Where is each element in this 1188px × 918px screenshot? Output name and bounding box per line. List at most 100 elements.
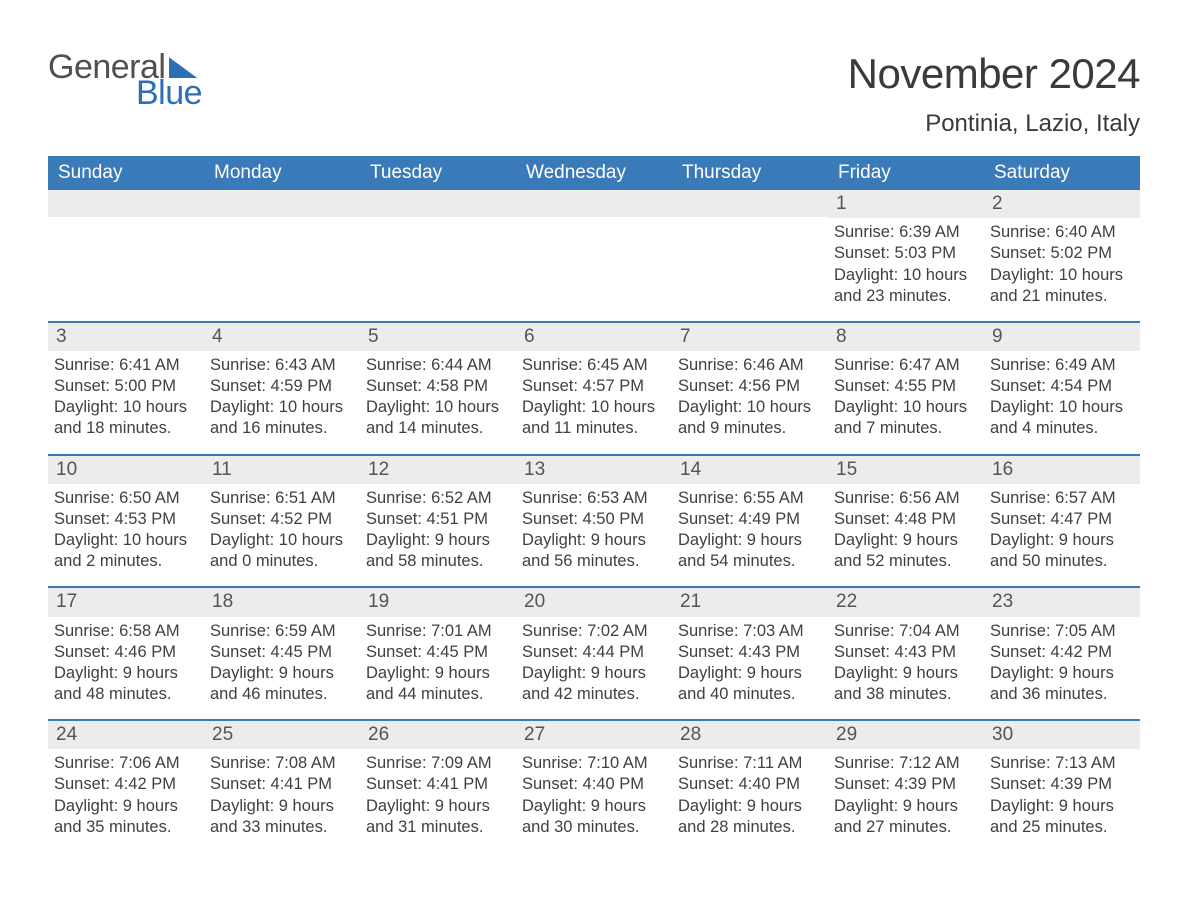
sunset-text: Sunset: 5:00 PM: [54, 376, 198, 397]
sunrise-text: Sunrise: 7:04 AM: [834, 621, 978, 642]
sunrise-text: Sunrise: 6:53 AM: [522, 488, 666, 509]
daylight-text: and 46 minutes.: [210, 684, 354, 705]
daylight-text: Daylight: 9 hours: [678, 796, 822, 817]
calendar-day-cell: 7Sunrise: 6:46 AMSunset: 4:56 PMDaylight…: [672, 323, 828, 454]
daylight-text: and 23 minutes.: [834, 286, 978, 307]
calendar-day-cell: 29Sunrise: 7:12 AMSunset: 4:39 PMDayligh…: [828, 721, 984, 852]
calendar-day-cell: [48, 190, 204, 321]
sunset-text: Sunset: 5:03 PM: [834, 243, 978, 264]
daylight-text: Daylight: 9 hours: [990, 530, 1134, 551]
day-number-bar: 23: [984, 588, 1140, 616]
sunset-text: Sunset: 4:39 PM: [990, 774, 1134, 795]
day-number: 10: [56, 459, 77, 480]
daylight-text: Daylight: 10 hours: [210, 397, 354, 418]
day-number-bar: 22: [828, 588, 984, 616]
day-number: 6: [524, 326, 535, 347]
daylight-text: Daylight: 10 hours: [522, 397, 666, 418]
daylight-text: Daylight: 10 hours: [54, 530, 198, 551]
daylight-text: Daylight: 9 hours: [990, 663, 1134, 684]
day-number-bar: 21: [672, 588, 828, 616]
day-number: 11: [212, 459, 232, 480]
daylight-text: and 40 minutes.: [678, 684, 822, 705]
sunrise-text: Sunrise: 7:02 AM: [522, 621, 666, 642]
daylight-text: Daylight: 10 hours: [678, 397, 822, 418]
calendar-day-cell: 9Sunrise: 6:49 AMSunset: 4:54 PMDaylight…: [984, 323, 1140, 454]
calendar-week-row: 3Sunrise: 6:41 AMSunset: 5:00 PMDaylight…: [48, 321, 1140, 454]
calendar-table: Sunday Monday Tuesday Wednesday Thursday…: [48, 156, 1140, 852]
daylight-text: Daylight: 9 hours: [54, 663, 198, 684]
weekday-header-row: Sunday Monday Tuesday Wednesday Thursday…: [48, 156, 1140, 190]
daylight-text: and 36 minutes.: [990, 684, 1134, 705]
calendar-day-cell: 15Sunrise: 6:56 AMSunset: 4:48 PMDayligh…: [828, 456, 984, 587]
calendar-day-cell: 28Sunrise: 7:11 AMSunset: 4:40 PMDayligh…: [672, 721, 828, 852]
daylight-text: and 56 minutes.: [522, 551, 666, 572]
day-number: 29: [836, 724, 857, 745]
sunset-text: Sunset: 4:57 PM: [522, 376, 666, 397]
day-number-bar: 2: [984, 190, 1140, 218]
sunset-text: Sunset: 4:43 PM: [678, 642, 822, 663]
day-number-bar: 15: [828, 456, 984, 484]
sunrise-text: Sunrise: 6:44 AM: [366, 355, 510, 376]
calendar-day-cell: 21Sunrise: 7:03 AMSunset: 4:43 PMDayligh…: [672, 588, 828, 719]
day-number-bar: [48, 190, 204, 217]
daylight-text: Daylight: 10 hours: [366, 397, 510, 418]
daylight-text: Daylight: 9 hours: [522, 530, 666, 551]
day-number-bar: 8: [828, 323, 984, 351]
day-number: 9: [992, 326, 1003, 347]
daylight-text: Daylight: 9 hours: [522, 663, 666, 684]
day-number: 13: [524, 459, 545, 480]
page-title: November 2024: [848, 50, 1140, 98]
daylight-text: and 0 minutes.: [210, 551, 354, 572]
calendar-day-cell: 23Sunrise: 7:05 AMSunset: 4:42 PMDayligh…: [984, 588, 1140, 719]
daylight-text: and 38 minutes.: [834, 684, 978, 705]
calendar-week-row: 17Sunrise: 6:58 AMSunset: 4:46 PMDayligh…: [48, 586, 1140, 719]
sunrise-text: Sunrise: 7:08 AM: [210, 753, 354, 774]
sunset-text: Sunset: 4:53 PM: [54, 509, 198, 530]
sunrise-text: Sunrise: 7:06 AM: [54, 753, 198, 774]
daylight-text: Daylight: 9 hours: [834, 663, 978, 684]
weekday-header: Wednesday: [516, 156, 672, 190]
sunrise-text: Sunrise: 6:40 AM: [990, 222, 1134, 243]
daylight-text: Daylight: 9 hours: [522, 796, 666, 817]
calendar-day-cell: 26Sunrise: 7:09 AMSunset: 4:41 PMDayligh…: [360, 721, 516, 852]
day-number: 28: [680, 724, 701, 745]
sunset-text: Sunset: 4:43 PM: [834, 642, 978, 663]
daylight-text: Daylight: 9 hours: [366, 796, 510, 817]
calendar-day-cell: 16Sunrise: 6:57 AMSunset: 4:47 PMDayligh…: [984, 456, 1140, 587]
daylight-text: and 52 minutes.: [834, 551, 978, 572]
sunrise-text: Sunrise: 6:45 AM: [522, 355, 666, 376]
calendar-day-cell: 24Sunrise: 7:06 AMSunset: 4:42 PMDayligh…: [48, 721, 204, 852]
calendar-day-cell: 25Sunrise: 7:08 AMSunset: 4:41 PMDayligh…: [204, 721, 360, 852]
daylight-text: and 27 minutes.: [834, 817, 978, 838]
day-number-bar: 9: [984, 323, 1140, 351]
sunrise-text: Sunrise: 7:12 AM: [834, 753, 978, 774]
day-number-bar: 18: [204, 588, 360, 616]
calendar-day-cell: 14Sunrise: 6:55 AMSunset: 4:49 PMDayligh…: [672, 456, 828, 587]
calendar-day-cell: 1Sunrise: 6:39 AMSunset: 5:03 PMDaylight…: [828, 190, 984, 321]
logo-text-blue: Blue: [136, 76, 202, 110]
day-number-bar: 17: [48, 588, 204, 616]
day-number: 7: [680, 326, 691, 347]
sunset-text: Sunset: 4:59 PM: [210, 376, 354, 397]
sunset-text: Sunset: 4:41 PM: [210, 774, 354, 795]
daylight-text: and 9 minutes.: [678, 418, 822, 439]
calendar-day-cell: [672, 190, 828, 321]
brand-logo: General Blue: [48, 50, 202, 110]
daylight-text: and 35 minutes.: [54, 817, 198, 838]
daylight-text: Daylight: 9 hours: [834, 530, 978, 551]
daylight-text: Daylight: 10 hours: [990, 397, 1134, 418]
daylight-text: and 54 minutes.: [678, 551, 822, 572]
day-number: 20: [524, 591, 545, 612]
sunset-text: Sunset: 4:55 PM: [834, 376, 978, 397]
day-number-bar: 14: [672, 456, 828, 484]
daylight-text: and 42 minutes.: [522, 684, 666, 705]
calendar-day-cell: 18Sunrise: 6:59 AMSunset: 4:45 PMDayligh…: [204, 588, 360, 719]
day-number-bar: 30: [984, 721, 1140, 749]
daylight-text: Daylight: 10 hours: [54, 397, 198, 418]
sunset-text: Sunset: 4:56 PM: [678, 376, 822, 397]
day-number-bar: [360, 190, 516, 217]
sunrise-text: Sunrise: 6:43 AM: [210, 355, 354, 376]
day-number: 27: [524, 724, 545, 745]
sunrise-text: Sunrise: 6:55 AM: [678, 488, 822, 509]
sunrise-text: Sunrise: 6:39 AM: [834, 222, 978, 243]
